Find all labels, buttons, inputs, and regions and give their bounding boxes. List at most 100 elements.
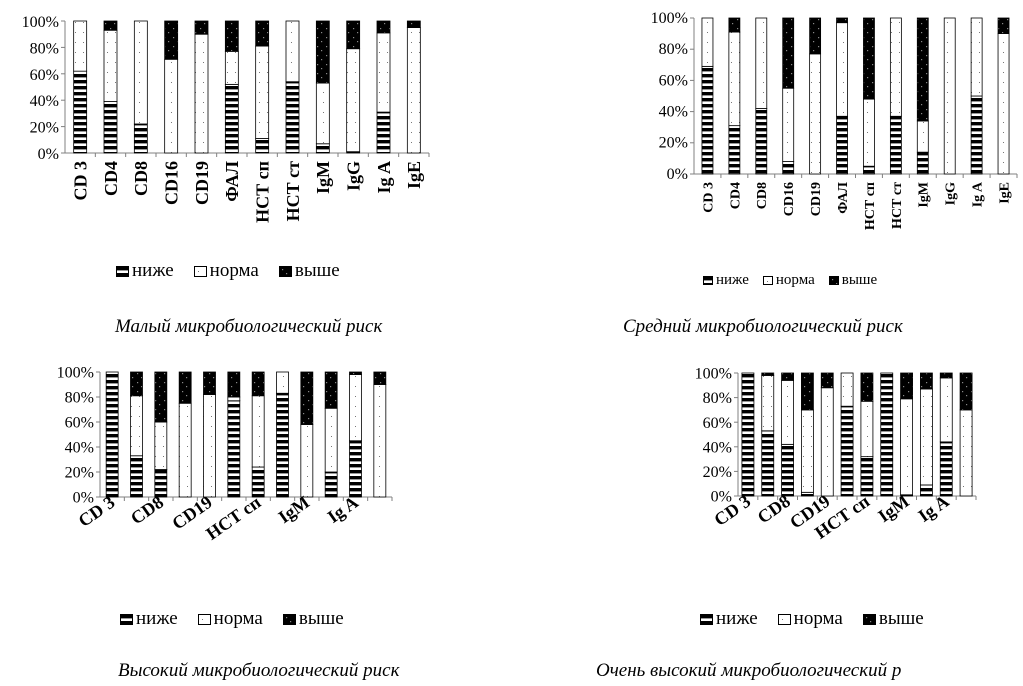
bar-segment-normal <box>889 17 902 117</box>
legend-swatch-normal <box>197 613 211 625</box>
x-tick-label: IgG <box>343 161 363 191</box>
legend-swatch-below <box>700 613 713 625</box>
x-tick-label: НСТ сп <box>252 161 272 223</box>
bar-segment-normal <box>346 48 361 153</box>
chart-low-risk: 0% 20% 40% 60% 80% 100% CD 3 CD4 CD8 CD16 CD19 ФАЛ Н… <box>0 8 430 223</box>
legend-item-normal: норма <box>197 608 263 630</box>
x-tick-label: Ig A <box>971 181 986 207</box>
bar-segment-above <box>178 371 192 404</box>
legend-label-above: выше <box>878 608 924 629</box>
bar-segment-normal <box>801 409 814 493</box>
bar-segment-below <box>782 161 795 175</box>
bar-segment-below <box>324 471 338 498</box>
bar-segment-normal <box>315 82 330 145</box>
bar-segment-below <box>376 111 391 154</box>
legend-swatch-above <box>828 276 839 285</box>
legend-label-below: ниже <box>132 260 174 281</box>
caption-high-risk: Высокий микробиологический риск <box>118 660 400 681</box>
bar-segment-normal <box>300 424 314 498</box>
bar-segment-below <box>133 123 148 154</box>
y-tick-label: 80% <box>65 390 94 407</box>
x-tick-label: CD8 <box>131 161 151 196</box>
bar-segment-normal <box>728 31 741 127</box>
chart-low-risk-svg: 0% 20% 40% 60% 80% 100% CD 3 CD4 CD8 CD16 CD19 ФАЛ Н… <box>22 14 430 223</box>
legend-item-below: ниже <box>120 608 178 630</box>
y-tick-label: 100% <box>695 366 732 383</box>
bar-segment-normal <box>701 17 714 67</box>
y-tick-label: 100% <box>57 365 94 382</box>
bar-segment-below <box>285 81 300 154</box>
bar-segment-normal <box>194 33 209 154</box>
bar-segment-normal <box>285 20 300 83</box>
bar-segment-below <box>920 484 933 497</box>
bar-segment-below <box>224 83 239 154</box>
bar-segment-below <box>276 392 289 498</box>
x-tick-label: CD19 <box>809 182 824 216</box>
bar-segment-below <box>741 372 755 497</box>
bar-segment-normal <box>376 32 391 113</box>
legend-label-above: выше <box>841 272 878 288</box>
legend-item-above: выше <box>828 272 878 289</box>
bar-segment-above <box>224 20 239 52</box>
bar-segment-below <box>103 101 118 154</box>
bar-segment-above <box>863 17 875 100</box>
bar-segment-normal <box>860 400 874 458</box>
legend-item-normal: норма <box>777 608 843 630</box>
x-tick-label: CD16 <box>782 182 797 216</box>
bar-segment-normal <box>103 29 118 102</box>
legend-medium-risk: ниже норма выше <box>703 272 877 289</box>
bar-segment-below <box>860 456 874 497</box>
x-tick-label: НСТ сп <box>863 182 878 230</box>
bar-segment-normal <box>820 387 834 497</box>
bar-segment-normal <box>997 33 1010 175</box>
legend-item-below: ниже <box>703 272 749 289</box>
legend-label-normal: норма <box>213 608 263 629</box>
bar-segment-above <box>939 372 953 379</box>
y-tick-label: 40% <box>703 439 732 456</box>
bar-segment-above <box>255 20 270 47</box>
legend-label-normal: норма <box>775 272 815 288</box>
y-tick-label: 40% <box>30 93 59 110</box>
bar-segment-below <box>880 372 894 497</box>
bar-segment-normal <box>781 379 794 445</box>
bar-segment-below <box>349 440 362 498</box>
legend-high-risk: ниже норма выше <box>120 608 344 630</box>
y-tick-label: 60% <box>659 72 688 89</box>
x-tick-label: CD 3 <box>701 182 716 213</box>
bar-segment-above <box>809 17 822 55</box>
x-tick-label: ФАЛ <box>836 181 851 213</box>
bar-segment-normal <box>133 20 148 125</box>
bar-segment-above <box>761 372 775 376</box>
bar-segment-above <box>781 372 794 381</box>
legend-swatch-below <box>116 265 129 277</box>
legend-label-above: выше <box>298 608 344 629</box>
y-tick-label: 20% <box>659 135 688 152</box>
y-tick-label: 0% <box>38 146 59 163</box>
bar-segment-above <box>251 371 265 397</box>
bar-segment-normal <box>251 395 265 468</box>
x-tick-label: IgM <box>313 161 333 194</box>
y-tick-label: 80% <box>30 40 59 57</box>
bar-segment-above <box>820 372 834 389</box>
y-tick-label: 20% <box>30 120 59 137</box>
bar-segment-above <box>920 372 933 390</box>
bar-segment-normal <box>916 120 929 153</box>
chart-medium-risk: 0% 20% 40% 60% 80% 100% CD 3 CD4 CD8 CD16 CD19 ФАЛ Н… <box>600 8 1020 248</box>
x-tick-label: CD16 <box>161 161 181 205</box>
legend-item-normal: норма <box>762 272 815 289</box>
bar-segment-above <box>103 20 118 31</box>
bar-segment-above <box>203 371 216 395</box>
bar-segment-above <box>959 372 973 411</box>
bar-segment-normal <box>863 98 875 167</box>
legend-label-normal: норма <box>793 608 843 629</box>
legend-item-above: выше <box>862 608 924 630</box>
legend-item-below: ниже <box>116 260 174 282</box>
y-tick-label: 80% <box>703 390 732 407</box>
bar-segment-below <box>801 491 814 497</box>
bar-segment-normal <box>900 398 913 496</box>
bar-segment-above <box>900 372 913 400</box>
bar-segment-below <box>761 430 775 497</box>
legend-label-normal: норма <box>209 260 259 281</box>
